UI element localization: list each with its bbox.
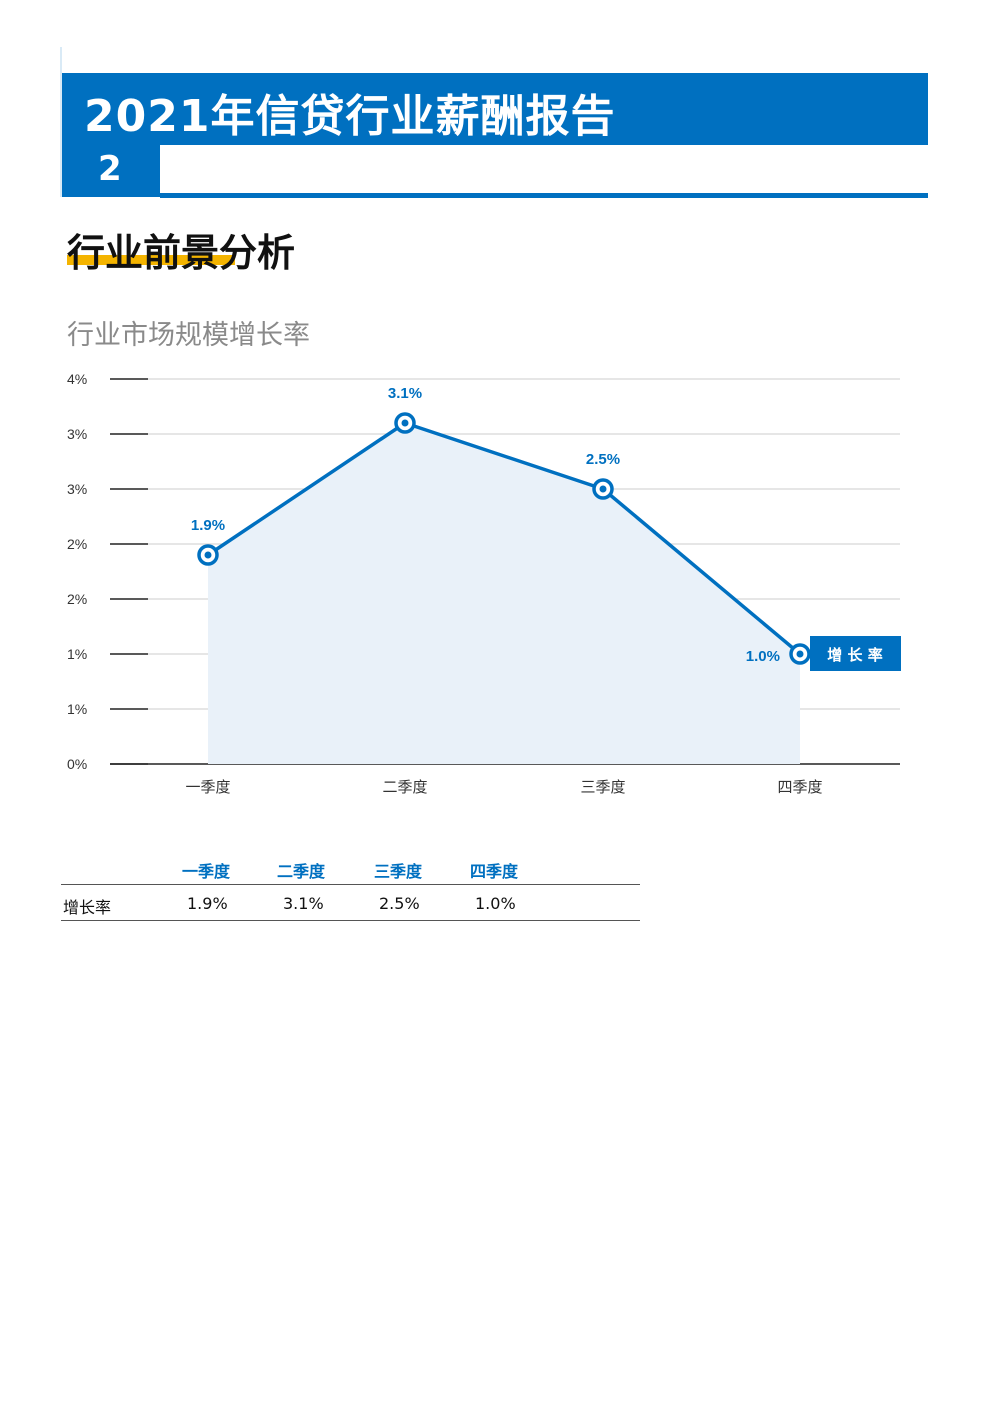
data-label: 2.5% <box>586 451 620 468</box>
page-number-box <box>62 145 160 197</box>
data-point-center <box>401 419 409 427</box>
table-header-q4: 四季度 <box>470 862 519 881</box>
y-tick-label: 4% <box>67 371 87 387</box>
x-tick-label: 二季度 <box>382 778 427 796</box>
header-left-edge <box>60 47 62 197</box>
data-point-center <box>204 551 212 559</box>
data-label: 1.9% <box>191 517 225 534</box>
header-band <box>62 73 928 145</box>
section-title: 行业前景分析 <box>67 231 296 275</box>
header-rule <box>160 193 928 198</box>
y-tick-label: 2% <box>67 591 87 607</box>
table-cell-q2: 3.1% <box>283 894 324 913</box>
series-line <box>207 421 802 656</box>
chart-title: 行业市场规模增长率 <box>67 320 310 351</box>
report-title: 2021年信贷行业薪酬报告 <box>84 91 616 142</box>
x-tick-label: 一季度 <box>185 778 230 796</box>
section-title-underline <box>67 255 235 265</box>
table-header-q1: 一季度 <box>182 862 231 881</box>
table-header-q3: 三季度 <box>374 862 423 881</box>
y-tick-label: 1% <box>67 646 87 662</box>
y-tick-label: 2% <box>67 536 87 552</box>
series-area <box>208 423 800 764</box>
table-header-q2: 二季度 <box>277 862 326 881</box>
table-bottom-rule <box>61 920 640 921</box>
y-tick-label: 0% <box>67 756 87 772</box>
table-top-rule <box>61 884 640 885</box>
x-tick-label: 三季度 <box>580 778 625 796</box>
page-number: 2 <box>98 149 122 189</box>
data-point-center <box>599 485 607 493</box>
data-label: 1.0% <box>746 648 780 665</box>
growth-rate-chart: 0% 1% 1% 2% 2% 3% 3% 4% 1.9% 3.1% 2.5% 1.0% 增 长 率一季度… <box>67 371 901 796</box>
data-label: 3.1% <box>388 385 422 402</box>
table-cell-q4: 1.0% <box>475 894 516 913</box>
table-row-label: 增长率 <box>63 898 112 917</box>
series-name-tag <box>810 636 901 671</box>
y-tick-label: 1% <box>67 701 87 717</box>
x-tick-label: 四季度 <box>777 778 822 796</box>
y-tick-label: 3% <box>67 426 87 442</box>
y-tick-label: 3% <box>67 481 87 497</box>
table-cell-q1: 1.9% <box>187 894 228 913</box>
series-name-label: 增 长 率 <box>827 646 882 664</box>
data-point-center <box>796 650 804 658</box>
table-cell-q3: 2.5% <box>379 894 420 913</box>
